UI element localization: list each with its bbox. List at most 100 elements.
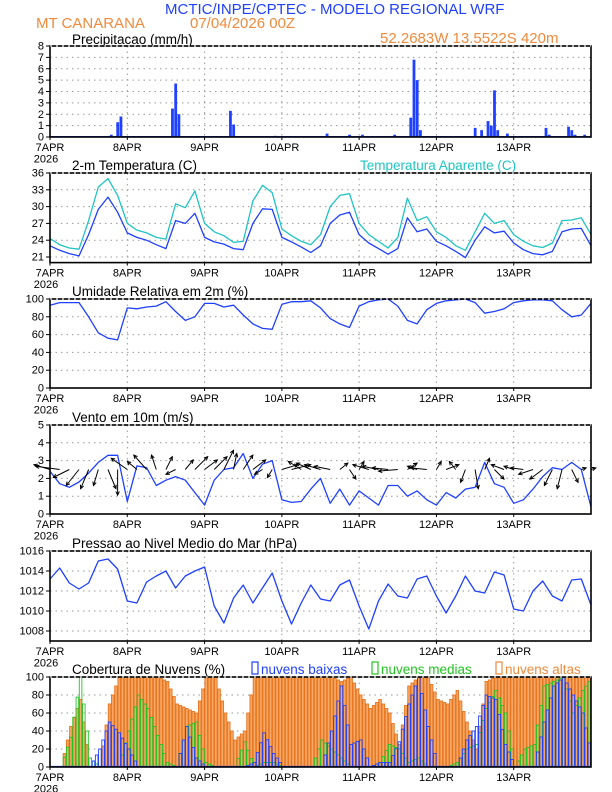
wind-arrow-head <box>164 470 170 475</box>
x-tick-label: 7APR <box>36 519 65 531</box>
wind-arrow <box>409 466 427 471</box>
x-tick-label: 11APR <box>342 142 376 154</box>
x-tick-label: 7APR <box>36 142 65 154</box>
wind-arrow-head <box>486 457 491 463</box>
precip-bar <box>493 90 496 137</box>
wind-arrow <box>555 469 563 490</box>
legend-low-cloud-swatch <box>251 661 259 675</box>
high-cloud-bar <box>175 703 179 768</box>
wind-arrow-head <box>52 474 58 479</box>
x-tick-label: 8APR <box>113 519 142 531</box>
wind-arrow-shaft <box>127 461 138 470</box>
x-tick-label: 12APR <box>419 268 454 280</box>
wind-arrow-head <box>555 484 561 490</box>
wind-arrow-head <box>574 478 579 484</box>
precip-bar <box>348 134 351 137</box>
wind-arrow <box>445 463 460 470</box>
wind-arrow-head <box>543 481 548 487</box>
x-tick-label: 10APR <box>264 772 299 784</box>
wind-arrow-head <box>490 463 496 468</box>
x-year-label: 2026 <box>34 658 58 670</box>
high-cloud-bar <box>223 712 228 768</box>
wind-arrow-shaft <box>352 464 369 470</box>
y-tick-label: 0 <box>38 762 44 774</box>
high-cloud-bar <box>297 676 302 768</box>
cloud-title: Cobertura de Nuvens (%) <box>72 662 225 677</box>
x-tick-label: 10APR <box>264 646 299 658</box>
y-tick-label: 33 <box>32 184 44 196</box>
y-tick-label: 20 <box>32 365 44 377</box>
wind-arrow-head <box>92 481 97 487</box>
high-cloud-bar <box>275 676 279 768</box>
y-tick-label: 2 <box>38 109 44 121</box>
x-tick-label: 10APR <box>264 142 299 154</box>
x-year-label: 2026 <box>34 784 58 792</box>
wind-arrow <box>126 460 138 470</box>
wind-arrow <box>349 469 357 481</box>
wind-arrow-head <box>79 484 84 490</box>
wind-arrow-shaft <box>194 456 209 470</box>
wind-arrow <box>474 469 480 490</box>
precip-bar <box>232 124 236 137</box>
wind-arrow <box>133 454 147 470</box>
precip-bar <box>573 134 577 137</box>
wind-arrow-shaft <box>242 454 254 470</box>
high-cloud-bar <box>455 690 460 768</box>
wind-arrow <box>233 452 239 470</box>
high-cloud-bar <box>288 676 292 768</box>
high-cloud-bar <box>301 676 305 768</box>
rh-panel: 0 20 40 60 80 100 7APR 8APR 9APR 10APR 11APR 12APR 1… <box>26 294 592 417</box>
wind-arrow-head <box>213 459 219 464</box>
wind-arrow-shaft <box>491 464 505 470</box>
legend-mid-cloud-swatch <box>371 661 379 675</box>
high-cloud-bar <box>520 676 524 768</box>
wind-arrow-head <box>233 452 239 458</box>
wind-arrow-head <box>150 454 155 460</box>
wind-title: Vento em 10m (m/s) <box>72 410 194 425</box>
precip-bar <box>174 83 178 137</box>
wind-arrow-shaft <box>165 456 173 470</box>
wind-arrow-shaft <box>296 462 312 470</box>
high-cloud-bar <box>284 676 289 768</box>
high-cloud-bar <box>294 676 299 768</box>
low-cloud-bar <box>98 748 102 768</box>
high-cloud-bar <box>313 676 318 768</box>
precip-bar <box>489 125 493 137</box>
y-tick-label: 4 <box>38 86 44 98</box>
y-tick-label: 1016 <box>20 546 44 558</box>
precip-bar <box>486 121 490 137</box>
x-tick-label: 8APR <box>113 268 142 280</box>
precip-bar <box>116 122 120 137</box>
wind-arrow-head <box>582 466 588 472</box>
y-tick-label: 1008 <box>20 626 44 638</box>
x-tick-label: 9APR <box>190 393 219 405</box>
wind-arrow-shaft <box>484 458 490 470</box>
pres-series-line-0 <box>49 558 592 630</box>
wind-arrow-head <box>475 484 480 490</box>
precip-bar <box>177 114 181 137</box>
y-tick-label: 36 <box>32 168 44 180</box>
wind-arrow <box>361 464 379 470</box>
wind-arrow <box>517 469 534 476</box>
wind-arrow-head <box>437 460 442 466</box>
wind-arrow <box>358 460 365 470</box>
y-tick-label: 0 <box>38 509 44 521</box>
wind-arrow-shaft <box>358 461 365 470</box>
high-cloud-bar <box>291 676 295 768</box>
wind-arrow-head <box>110 457 116 463</box>
wind-arrow-head <box>223 455 228 461</box>
wind-series-line-0 <box>49 452 592 508</box>
wind-arrow-shaft <box>53 469 70 478</box>
wind-arrow-head <box>352 475 357 481</box>
x-tick-label: 13APR <box>496 268 531 280</box>
x-tick-label: 10APR <box>264 519 299 531</box>
wind-arrow <box>295 462 312 470</box>
wind-arrow-shaft <box>362 465 379 470</box>
x-tick-label: 9APR <box>190 772 219 784</box>
wind-arrow <box>115 469 120 497</box>
cloud-panel: 0 20 40 60 80 100 7APR 8APR 9APR 10APR 11APR 12APR 1… <box>26 672 592 792</box>
high-cloud-bar <box>445 703 450 768</box>
wind-arrow-head <box>459 478 464 484</box>
wind-arrow <box>377 468 398 474</box>
